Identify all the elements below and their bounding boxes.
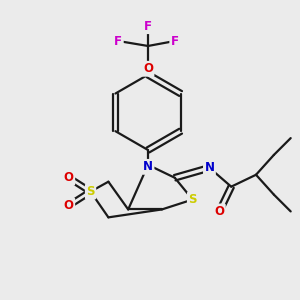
Text: O: O	[143, 62, 153, 75]
Text: F: F	[171, 34, 179, 47]
Text: S: S	[188, 193, 197, 206]
Text: O: O	[214, 205, 224, 218]
Text: S: S	[86, 185, 95, 198]
Text: F: F	[144, 20, 152, 33]
Text: N: N	[143, 160, 153, 173]
Text: F: F	[114, 34, 122, 47]
Text: N: N	[204, 161, 214, 174]
Text: O: O	[64, 171, 74, 184]
Text: O: O	[64, 199, 74, 212]
